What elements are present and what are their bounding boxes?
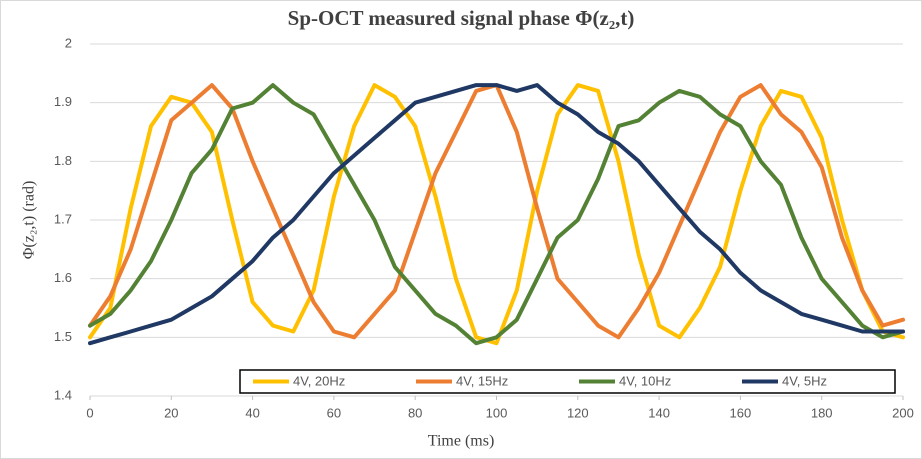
y-tick-label: 2	[65, 35, 72, 50]
x-tick-label: 100	[486, 405, 508, 420]
x-tick-label: 0	[86, 405, 93, 420]
series-line	[88, 83, 905, 346]
x-tick-label: 60	[327, 405, 341, 420]
x-axis-label: Time (ms)	[428, 433, 495, 450]
legend-label: 4V, 20Hz	[293, 373, 345, 388]
x-tick-label: 200	[892, 405, 914, 420]
x-tick-label: 80	[408, 405, 422, 420]
y-tick-label: 1.7	[54, 211, 72, 226]
y-tick-label: 1.6	[54, 270, 72, 285]
x-tick-label: 20	[164, 405, 178, 420]
legend-label: 4V, 5Hz	[782, 373, 827, 388]
x-tick-label: 180	[811, 405, 833, 420]
legend-label: 4V, 15Hz	[456, 373, 508, 388]
series-line	[88, 83, 905, 346]
y-axis-label: Φ(z₂,t) (rad)	[21, 181, 38, 260]
legend-label: 4V, 10Hz	[619, 373, 671, 388]
series-line	[88, 83, 905, 346]
x-tick-label: 40	[245, 405, 259, 420]
y-tick-label: 1.4	[54, 387, 72, 402]
x-tick-label: 140	[648, 405, 670, 420]
y-tick-label: 1.9	[54, 94, 72, 109]
y-tick-label: 1.8	[54, 153, 72, 168]
x-tick-label: 120	[567, 405, 589, 420]
chart-title: Sp-OCT measured signal phase Φ(z₂,t)	[288, 6, 635, 30]
y-tick-label: 1.5	[54, 329, 72, 344]
x-tick-label: 160	[730, 405, 752, 420]
legend-box	[239, 369, 896, 394]
